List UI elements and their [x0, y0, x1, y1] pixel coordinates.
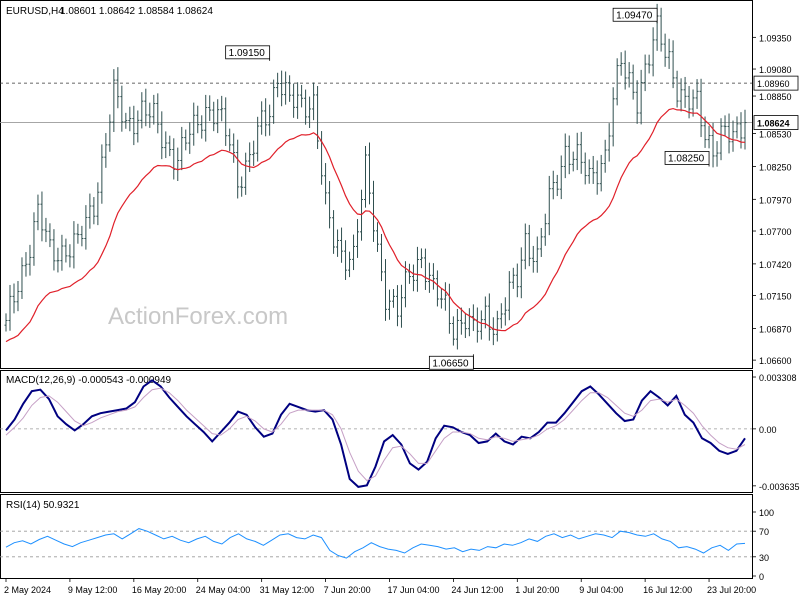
- price-axis-label: 1.08250: [759, 162, 792, 172]
- price-axis-label: 1.08530: [759, 130, 792, 140]
- price-axis-label: 1.06870: [759, 324, 792, 334]
- rsi-axis-label: 70: [759, 527, 769, 537]
- rsi-axis-label: 100: [759, 508, 774, 518]
- price-axis-label: 1.06600: [759, 356, 792, 366]
- price-axis-label: 1.07150: [759, 292, 792, 302]
- price-label-box: [753, 115, 799, 130]
- macd-axis-label: 0.003308: [759, 373, 797, 383]
- time-axis-label: 9 Jul 04:00: [579, 585, 623, 595]
- macd-layer: MACD(12,26,9) -0.000543 -0.000949: [0, 375, 752, 488]
- callout-label: 1.06650: [432, 358, 469, 369]
- time-axis-label: 31 May 12:00: [260, 585, 315, 595]
- rsi-panel-frame: [0, 494, 753, 579]
- callout-label: 1.09470: [616, 10, 653, 21]
- callout-box: [612, 7, 658, 22]
- price-axis-label: 1.09080: [759, 65, 792, 75]
- callout-box: [225, 45, 271, 60]
- price-axis-label: 1.08850: [759, 92, 792, 102]
- rsi-axis-label: 30: [759, 553, 769, 563]
- macd-line: [5, 379, 746, 488]
- time-axis-label: 2 May 2024: [4, 585, 51, 595]
- price-axis-label: 1.07970: [759, 195, 792, 205]
- time-axis-label: 9 May 12:00: [68, 585, 118, 595]
- rsi-line: [5, 528, 746, 559]
- rsi-layer: RSI(14) 50.9321: [0, 500, 752, 559]
- callout-box: [428, 355, 474, 370]
- time-axis-label: 23 Jul 20:00: [707, 585, 756, 595]
- price-axis-label: 1.09350: [759, 33, 792, 43]
- callout-label: 1.08250: [668, 153, 705, 164]
- price-label: 1.08624: [757, 119, 790, 129]
- price-axis-label: 1.07420: [759, 260, 792, 270]
- time-axis-label: 1 Jul 20:00: [515, 585, 559, 595]
- price-label-box: [753, 75, 799, 91]
- macd-axis-label: 0.00: [759, 425, 777, 435]
- callout-box: [664, 151, 710, 165]
- callout-label: 1.09150: [229, 48, 266, 59]
- price-panel-frame: [0, 0, 753, 369]
- ohlc-readout: 1.08601 1.08642 1.08584 1.08624: [60, 6, 213, 17]
- signal-line: [5, 387, 746, 482]
- time-axis-label: 24 May 04:00: [196, 585, 251, 595]
- time-axis-label: 16 May 20:00: [132, 585, 187, 595]
- symbol-title: EURUSD,H4: [6, 6, 64, 17]
- price-axis-label: 1.07700: [759, 227, 792, 237]
- price-layer: 1.09150 1.06650 1.09470 1.08250: [0, 3, 752, 370]
- macd-panel-frame: [0, 370, 753, 493]
- time-axis-label: 24 Jun 12:00: [451, 585, 503, 595]
- axis-layer: 1.08960 1.08624 1.09350 1.09080 1.08850 1.085…: [4, 33, 800, 595]
- watermark: ActionForex.com: [108, 303, 288, 330]
- time-axis-label: 17 Jun 04:00: [387, 585, 439, 595]
- macd-title: MACD(12,26,9) -0.000543 -0.000949: [6, 375, 172, 386]
- rsi-axis-label: 0: [759, 572, 764, 582]
- macd-axis-label: -0.003635: [759, 482, 800, 492]
- rsi-title: RSI(14) 50.9321: [6, 500, 80, 511]
- time-axis-label: 7 Jun 20:00: [324, 585, 371, 595]
- price-label: 1.08960: [757, 79, 790, 89]
- time-axis-label: 16 Jul 12:00: [643, 585, 692, 595]
- moving-average-line: [5, 107, 746, 343]
